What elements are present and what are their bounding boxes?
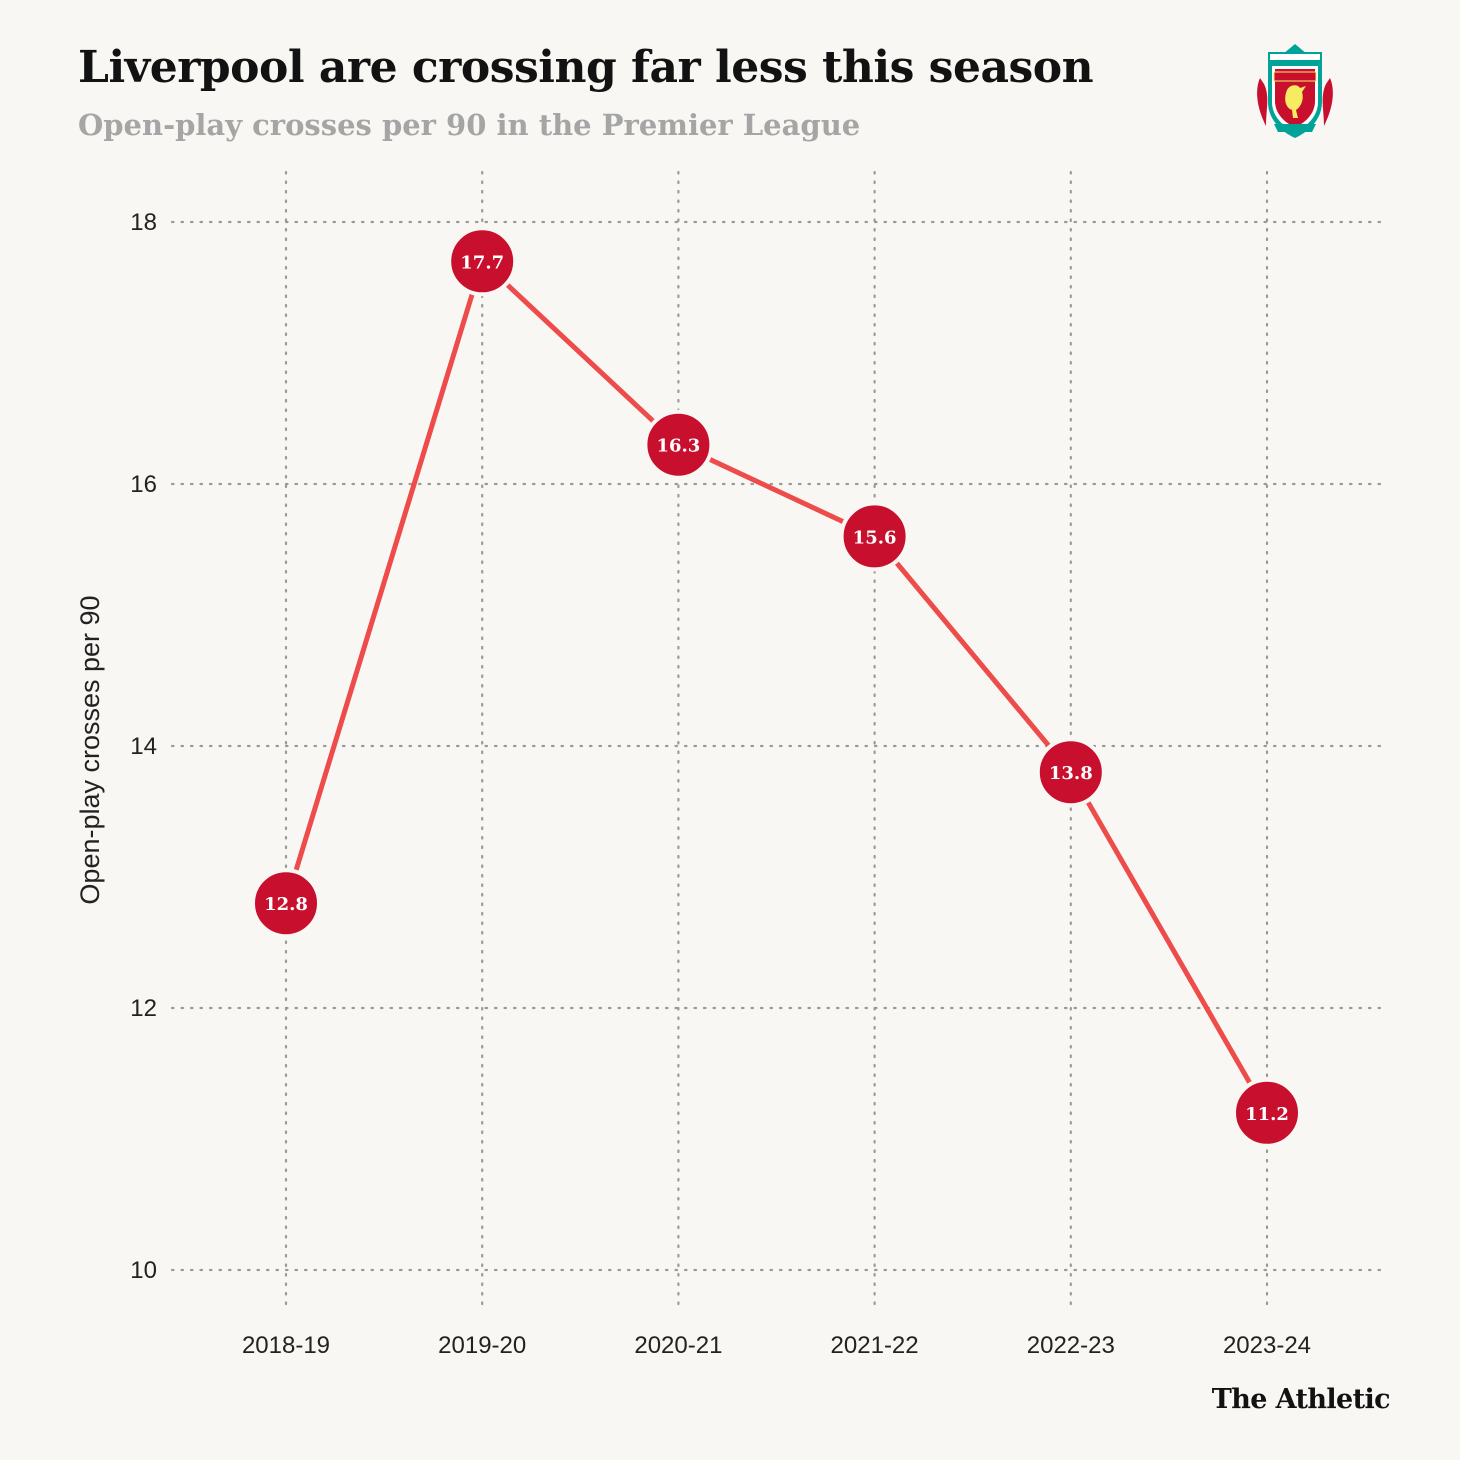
data-label: 11.2 (1245, 1104, 1289, 1125)
data-point: 11.2 (1232, 1077, 1302, 1148)
data-point-marker (1232, 1077, 1302, 1148)
data-label: 17.7 (460, 252, 504, 273)
grid-lines (170, 170, 1387, 1312)
x-tick-label: 2021-22 (831, 1332, 919, 1359)
y-tick-label: 14 (130, 733, 157, 760)
x-tick-label: 2019-20 (438, 1332, 526, 1359)
data-point-marker (447, 226, 518, 297)
data-point-marker (251, 868, 321, 939)
x-axis-ticks: 2018-19 2019-20 2020-21 2021-22 2022-23 2023-… (242, 1332, 1311, 1359)
data-point-marker (839, 501, 910, 572)
publisher-credit: The Athletic (1211, 1384, 1391, 1415)
y-axis-label: Open-play crosses per 90 (75, 595, 105, 904)
y-tick-label: 12 (130, 995, 157, 1022)
data-point: 13.8 (1035, 737, 1106, 808)
y-axis-ticks: 10 12 14 16 18 (130, 209, 157, 1284)
x-tick-label: 2023-24 (1223, 1332, 1311, 1359)
chart-title: Liverpool are crossing far less this sea… (78, 42, 1094, 93)
data-point: 16.3 (643, 409, 714, 480)
data-label: 15.6 (853, 527, 897, 548)
data-point: 15.6 (839, 501, 910, 572)
data-point-marker (643, 409, 714, 480)
data-point: 17.7 (447, 226, 518, 297)
chart-subtitle: Open-play crosses per 90 in the Premier … (78, 108, 861, 142)
x-tick-label: 2020-21 (634, 1332, 722, 1359)
data-label: 16.3 (656, 436, 700, 457)
x-tick-label: 2018-19 (242, 1332, 330, 1359)
data-label: 12.8 (264, 894, 308, 915)
data-label: 13.8 (1049, 763, 1093, 784)
series-polyline (283, 258, 1270, 1115)
y-tick-label: 16 (130, 471, 157, 498)
data-point: 12.8 (251, 868, 321, 939)
liverpool-crest-icon (1257, 44, 1333, 138)
y-tick-label: 10 (130, 1257, 157, 1284)
data-points: 12.8 17.7 16.3 15.6 13.8 11.2 (251, 226, 1302, 1148)
x-tick-label: 2022-23 (1027, 1332, 1115, 1359)
series-line (283, 258, 1270, 1115)
data-point-marker (1035, 737, 1106, 808)
y-tick-label: 18 (130, 209, 157, 236)
